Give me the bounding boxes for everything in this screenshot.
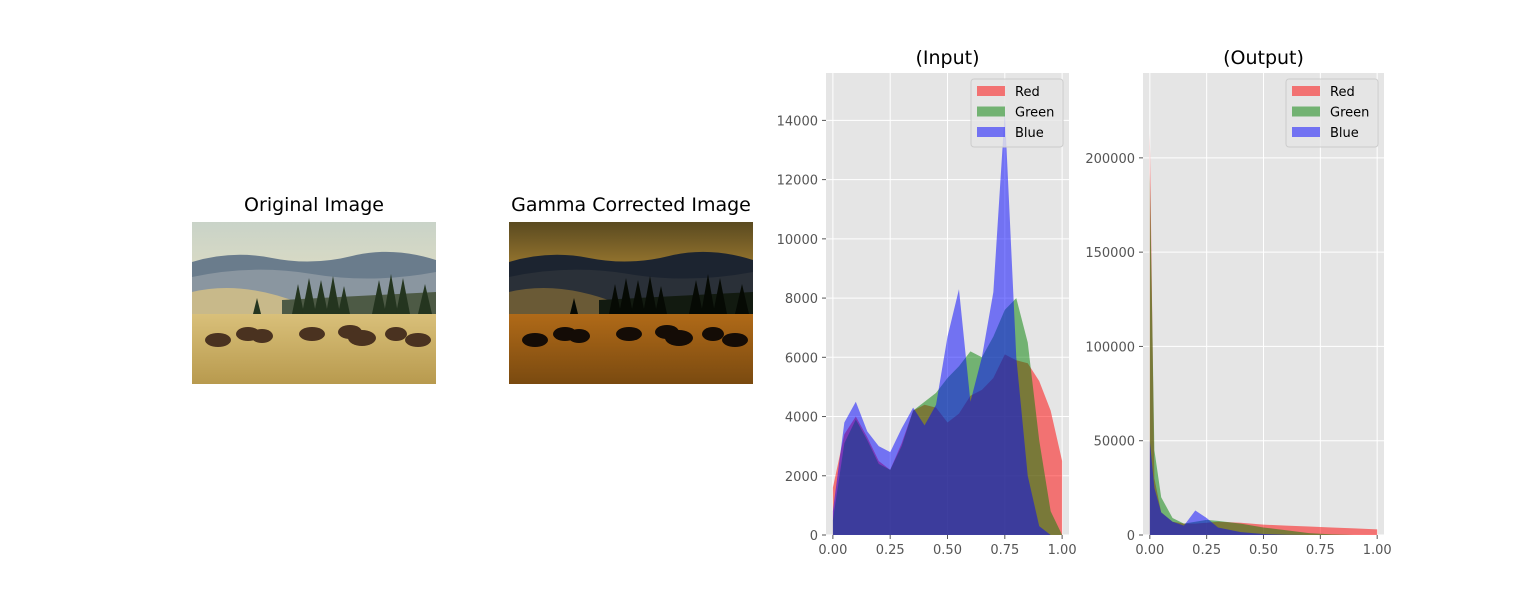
output-legend-swatch-green bbox=[1292, 106, 1320, 117]
output-y-tick-label: 100000 bbox=[1085, 340, 1135, 355]
input-y-tick-label: 0 bbox=[810, 529, 818, 544]
input-histogram: (Input) 0.00 0.25 0.50 0.75 1.00 0 2000 4000 6000… bbox=[777, 47, 1077, 558]
output-y-tick-label: 50000 bbox=[1094, 435, 1135, 450]
landscape-photo-dark-icon bbox=[509, 222, 753, 384]
input-plot-area bbox=[826, 73, 1069, 535]
original-image-title: Original Image bbox=[244, 194, 384, 216]
output-x-tick-label: 1.00 bbox=[1363, 543, 1392, 558]
output-x-tick-label: 0.50 bbox=[1249, 543, 1278, 558]
output-y-tick-label: 200000 bbox=[1085, 152, 1135, 167]
output-legend-label-green: Green bbox=[1330, 106, 1369, 121]
input-legend-swatch-red bbox=[977, 86, 1005, 96]
input-x-tick-label: 0.25 bbox=[876, 543, 905, 558]
output-chart-title: (Output) bbox=[1223, 47, 1304, 69]
input-x-tick-label: 0.50 bbox=[933, 543, 962, 558]
gamma-corrected-image-title: Gamma Corrected Image bbox=[511, 194, 751, 216]
input-series-blue bbox=[832, 111, 1063, 535]
input-legend-label-red: Red bbox=[1015, 85, 1040, 100]
input-y-tick-label: 6000 bbox=[785, 351, 818, 366]
input-chart-title: (Input) bbox=[915, 47, 979, 69]
output-y-tick-label: 150000 bbox=[1085, 246, 1135, 261]
input-y-tick-label: 14000 bbox=[777, 114, 818, 129]
output-x-tick-label: 0.00 bbox=[1135, 543, 1164, 558]
output-plot-area bbox=[1143, 73, 1384, 535]
output-legend-label-red: Red bbox=[1330, 85, 1355, 100]
input-legend-swatch-blue bbox=[977, 127, 1005, 137]
output-series-green bbox=[1149, 172, 1378, 535]
original-image bbox=[192, 222, 436, 384]
input-x-tick-label: 1.00 bbox=[1048, 543, 1077, 558]
landscape-photo-icon bbox=[192, 222, 436, 384]
output-series-red bbox=[1149, 133, 1378, 536]
output-x-tick-label: 0.25 bbox=[1192, 543, 1221, 558]
input-legend-label-green: Green bbox=[1015, 106, 1054, 121]
input-y-tick-label: 12000 bbox=[777, 174, 818, 189]
output-x-tick-label: 0.75 bbox=[1306, 543, 1335, 558]
output-histogram: (Output) 0.00 0.25 0.50 0.75 1.00 0 50000 100000… bbox=[1085, 47, 1391, 558]
input-legend bbox=[970, 78, 1064, 148]
input-x-tick-label: 0.00 bbox=[818, 543, 847, 558]
input-x-tick-label: 0.75 bbox=[990, 543, 1019, 558]
output-series-blue bbox=[1149, 440, 1378, 535]
input-series-red bbox=[832, 354, 1063, 535]
output-legend-swatch-blue bbox=[1292, 127, 1320, 137]
output-legend-label-blue: Blue bbox=[1330, 126, 1359, 141]
input-legend-label-blue: Blue bbox=[1015, 126, 1044, 141]
output-y-tick-label: 0 bbox=[1127, 529, 1135, 544]
input-y-tick-label: 4000 bbox=[785, 411, 818, 426]
output-legend bbox=[1285, 78, 1379, 148]
input-y-tick-label: 10000 bbox=[777, 233, 818, 248]
input-legend-swatch-green bbox=[977, 106, 1005, 117]
gamma-corrected-image bbox=[509, 222, 753, 384]
input-series-green bbox=[832, 298, 1063, 535]
input-y-tick-label: 2000 bbox=[785, 470, 818, 485]
input-y-tick-label: 8000 bbox=[785, 292, 818, 307]
output-legend-swatch-red bbox=[1292, 86, 1320, 96]
